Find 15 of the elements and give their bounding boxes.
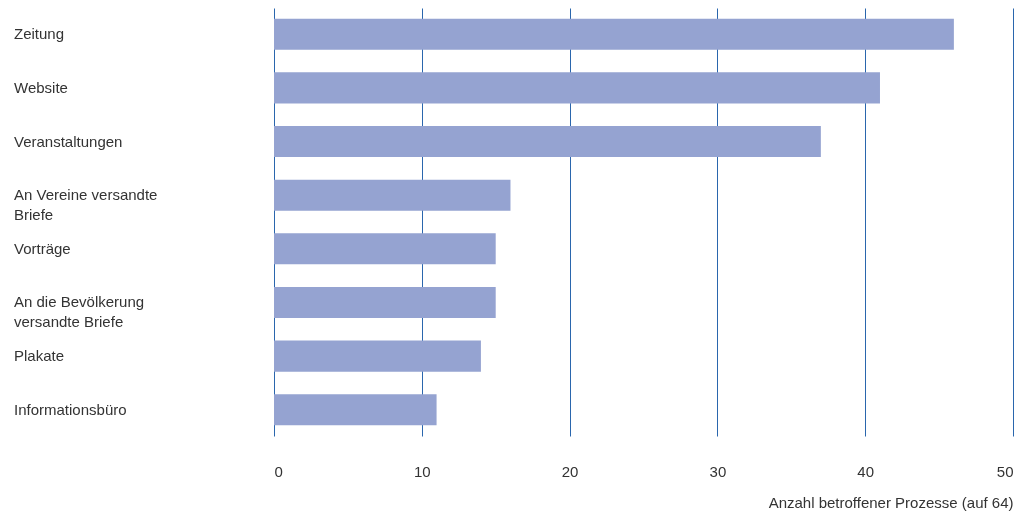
y-tick-label: Vorträge xyxy=(14,239,71,257)
x-tick-label: 40 xyxy=(857,462,875,480)
y-tick-label: Veranstaltungen xyxy=(14,132,123,150)
x-tick-label: 0 xyxy=(274,462,283,480)
y-tick-label: Plakate xyxy=(14,347,65,365)
x-axis-title: Anzahl betroffener Prozesse (auf 64) xyxy=(768,493,1014,511)
y-tick-label: An die Bevölkerung versandte Briefe xyxy=(14,293,145,331)
y-tick-label: Zeitung xyxy=(14,25,65,43)
y-tick-label: Informationsbüro xyxy=(14,400,127,418)
x-tick-label: 50 xyxy=(996,462,1014,480)
y-tick-label: An Vereine versandte Briefe xyxy=(14,186,158,224)
x-tick-label: 30 xyxy=(709,462,727,480)
x-tick-label: 20 xyxy=(561,462,579,480)
y-tick-label: Website xyxy=(14,78,68,96)
x-tick-label: 10 xyxy=(413,462,431,480)
